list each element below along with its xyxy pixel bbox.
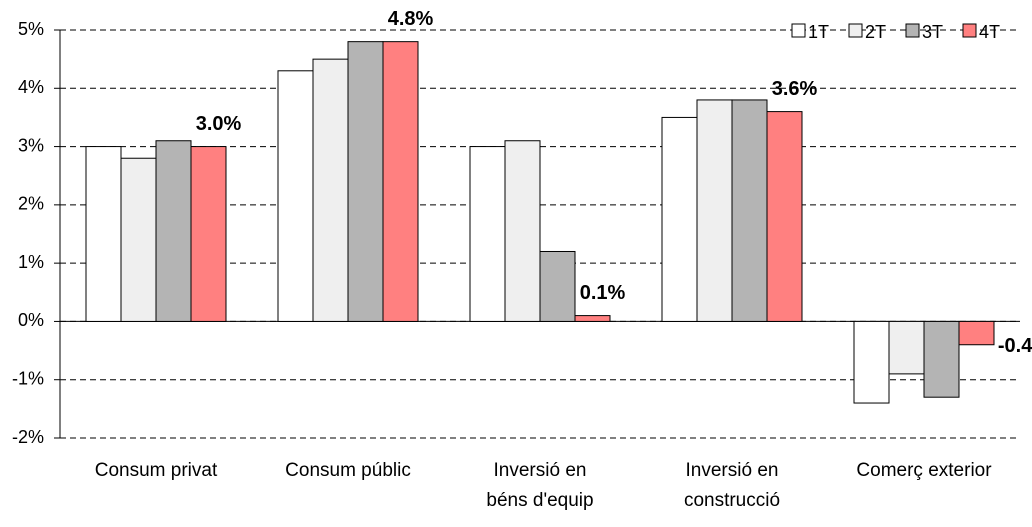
bar bbox=[696, 99, 733, 322]
data-label: 3.0% bbox=[196, 113, 242, 135]
x-tick-label: Consum públic bbox=[285, 460, 411, 481]
y-tick-label: -2% bbox=[12, 427, 44, 447]
bar bbox=[731, 99, 768, 322]
bar bbox=[766, 111, 803, 322]
legend-label: 3T bbox=[922, 22, 943, 42]
bar bbox=[661, 116, 698, 322]
y-tick-label: 2% bbox=[18, 194, 44, 214]
legend-label: 2T bbox=[865, 22, 886, 42]
legend-swatch bbox=[962, 23, 977, 38]
bar bbox=[120, 157, 157, 322]
data-label: -0.4% bbox=[998, 335, 1032, 357]
x-tick-label: Comerç exterior bbox=[856, 460, 992, 481]
legend-swatch bbox=[905, 23, 920, 38]
bar bbox=[958, 320, 995, 346]
bar bbox=[469, 146, 506, 322]
x-tick-label: Consum privat bbox=[94, 460, 218, 481]
y-tick-label: 0% bbox=[18, 310, 44, 330]
data-label: 0.1% bbox=[580, 282, 626, 304]
bar bbox=[504, 140, 541, 322]
bar bbox=[888, 320, 925, 375]
bar bbox=[277, 70, 314, 322]
legend-label: 1T bbox=[808, 22, 829, 42]
bar bbox=[155, 140, 192, 322]
bar bbox=[382, 41, 419, 322]
y-tick-label: 3% bbox=[18, 135, 44, 155]
y-tick-label: -1% bbox=[12, 368, 44, 388]
legend-swatch bbox=[791, 23, 806, 38]
bar bbox=[923, 320, 960, 398]
data-label: 3.6% bbox=[772, 78, 818, 100]
y-tick-label: 1% bbox=[18, 252, 44, 272]
x-tick-label: Inversió en construcció bbox=[683, 460, 781, 511]
data-label: 4.8% bbox=[388, 8, 434, 30]
bar bbox=[312, 58, 349, 322]
bar bbox=[85, 146, 122, 322]
bar bbox=[539, 250, 576, 322]
legend-label: 4T bbox=[979, 22, 1000, 42]
x-tick-label: Inversió en béns d'equip bbox=[486, 460, 594, 511]
legend-swatch bbox=[848, 23, 863, 38]
bar bbox=[574, 315, 611, 322]
y-tick-label: 4% bbox=[18, 77, 44, 97]
bar bbox=[190, 146, 227, 322]
bar bbox=[347, 41, 384, 322]
y-tick-label: 5% bbox=[18, 19, 44, 39]
bar bbox=[853, 320, 890, 404]
